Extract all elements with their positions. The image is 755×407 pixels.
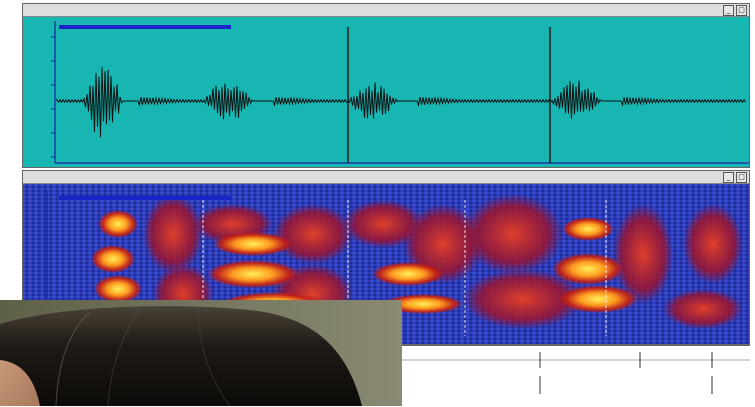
spectrogram-window: _ □ [22,170,750,345]
waveform-title-bar[interactable] [23,4,749,17]
energy-region [213,232,293,256]
energy-region [552,253,624,285]
energy-region [663,289,743,329]
energy-region [91,245,135,273]
waveform-window: _ □ [22,3,750,168]
minimize-button[interactable]: _ [723,5,734,16]
spectrogram-selection-bar[interactable] [59,196,231,200]
energy-region [558,285,638,313]
waveform-trace [56,67,746,138]
energy-region [613,204,673,304]
waveform-plot[interactable] [23,17,749,167]
energy-region [343,200,423,248]
energy-region [207,260,299,288]
energy-region [562,217,614,241]
portrait-photo [0,300,402,406]
minimize-button[interactable]: _ [723,172,734,183]
energy-region [143,194,203,274]
energy-region [94,275,142,303]
maximize-button[interactable]: □ [736,172,747,183]
energy-region [273,204,353,264]
maximize-button[interactable]: □ [736,5,747,16]
energy-region [683,204,743,284]
time-ruler-ticks [400,352,750,394]
energy-region [463,194,563,274]
waveform-selection-bar[interactable] [59,25,231,29]
spectrogram-pane[interactable] [23,184,749,344]
waveform-pane[interactable] [23,17,749,167]
time-ruler[interactable] [400,345,750,407]
spectrogram-window-controls: _ □ [723,172,747,183]
spectrogram-title-bar[interactable] [23,171,749,184]
energy-region [383,294,463,314]
axis-ticks [51,36,55,158]
energy-region [98,210,138,238]
energy-region [463,269,583,329]
hair-image [0,300,402,406]
waveform-window-controls: _ □ [723,5,747,16]
energy-region [372,262,444,286]
